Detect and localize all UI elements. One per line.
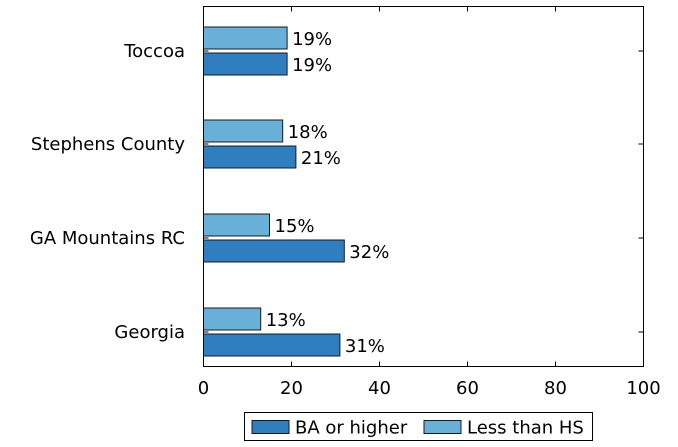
data-label-ba-or-higher: 19% [292,55,332,76]
data-label-ba-or-higher: 32% [349,242,389,263]
x-tick-label: 60 [456,378,479,399]
data-label-less-than-hs: 13% [266,310,306,331]
bar-ba-or-higher [203,333,341,357]
data-label-ba-or-higher: 31% [345,336,385,357]
legend-label: BA or higher [295,418,408,439]
x-tick-label: 40 [368,378,391,399]
bar-less-than-hs [203,307,262,331]
bar-less-than-hs [203,213,270,237]
x-tick-label: 80 [544,378,567,399]
bar-less-than-hs [203,26,288,50]
legend-swatch [423,420,462,434]
data-label-less-than-hs: 19% [292,29,332,50]
bar-less-than-hs [203,119,284,143]
x-axis: 0 20 40 60 80 100 [198,6,661,399]
legend-swatch [251,420,290,434]
category-label: Toccoa [123,41,185,62]
x-tick-label: 20 [280,378,303,399]
plot-area-frame [203,6,644,367]
category-label: Georgia [114,322,185,343]
data-label-less-than-hs: 15% [275,216,315,237]
category-axis: Toccoa Stephens County GA Mountains RC Geor… [30,41,644,343]
x-tick-label: 100 [626,378,660,399]
legend-label: Less than HS [467,418,584,439]
legend-frame [244,412,593,441]
data-label-ba-or-higher: 21% [301,148,341,169]
x-tick-label: 0 [198,378,209,399]
bar-ba-or-higher [203,145,297,169]
data-label-less-than-hs: 18% [288,122,328,143]
category-label: GA Mountains RC [30,228,185,249]
bar-ba-or-higher [203,52,288,76]
category-label: Stephens County [31,134,185,155]
legend: BA or higher Less than HS [244,412,593,441]
chart-marks: 19% 19% 18% 21% 15% 32% 13% 31% [203,26,389,357]
bar-ba-or-higher [203,239,345,263]
